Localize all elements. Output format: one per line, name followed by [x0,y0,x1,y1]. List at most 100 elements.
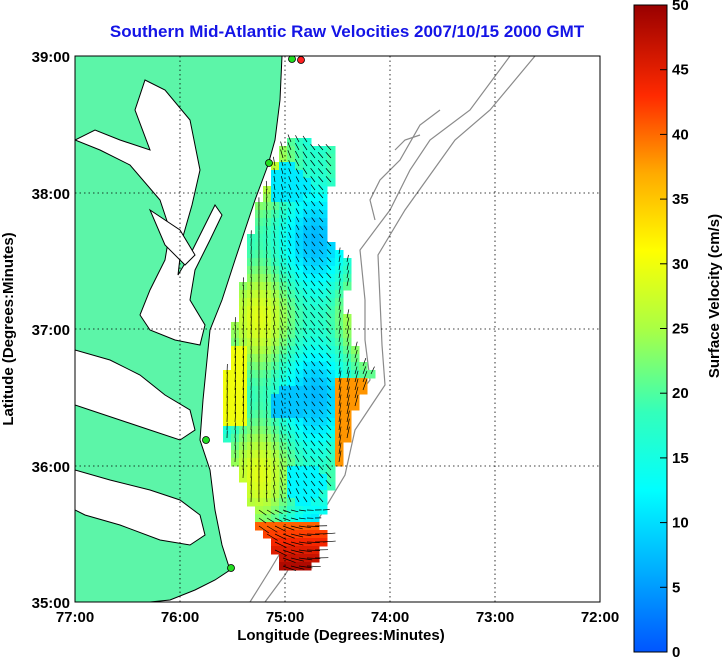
velocity-cell [271,474,280,483]
velocity-cell [319,154,328,163]
velocity-vector [281,400,284,407]
velocity-cell [271,338,280,347]
x-tick-label: 73:00 [476,609,514,626]
velocity-cell [263,290,272,299]
velocity-vector [325,344,332,351]
velocity-vector [296,384,300,391]
velocity-vector [273,197,276,207]
velocity-vector [346,378,350,391]
velocity-cell [319,186,328,195]
velocity-vector [295,150,300,159]
velocity-vector [265,316,268,327]
velocity-vector [287,302,292,311]
velocity-vector [317,160,324,167]
velocity-cell [279,346,288,355]
velocity-vector [234,403,237,415]
velocity-vector [318,280,324,287]
velocity-vector [317,312,324,319]
velocity-cell [279,250,288,259]
velocity-cell [311,450,320,459]
velocity-vector [288,223,292,231]
velocity-cell [279,162,288,171]
velocity-vector [318,265,324,271]
velocity-vector [295,256,300,263]
velocity-vector [338,410,342,423]
velocity-vector [311,393,316,399]
velocity-vector [362,358,367,367]
velocity-cell [279,186,288,195]
velocity-vector [302,344,308,351]
velocity-vector [265,180,268,191]
velocity-cell [295,146,304,155]
velocity-cell [271,226,280,235]
velocity-cell [335,370,344,379]
velocity-cell [295,410,304,419]
velocity-vector [338,342,341,351]
velocity-cell [279,418,288,427]
velocity-cell [327,298,336,307]
velocity-cell [311,378,320,387]
velocity-vector [288,160,292,167]
velocity-cell [303,402,312,411]
velocity-cell [279,194,288,203]
velocity-vector [310,192,316,199]
velocity-vector [310,488,316,495]
velocity-vector [302,135,308,143]
velocity-cell [303,386,312,395]
velocity-cell [295,178,304,187]
velocity-vector [325,463,332,471]
velocity-vector [303,416,308,423]
velocity-cell [319,466,328,475]
velocity-vector [354,386,359,399]
velocity-cell [319,298,328,307]
velocity-vector [303,176,308,183]
velocity-cell [287,218,296,227]
velocity-cell [279,154,288,163]
velocity-vector [319,233,324,239]
velocity-vector [234,317,236,327]
velocity-cell [295,458,304,467]
velocity-cell [303,258,312,267]
velocity-vector [288,375,292,383]
velocity-vector [295,240,300,247]
velocity-cell [335,322,344,331]
velocity-cell [263,434,272,443]
velocity-vector [273,292,276,303]
velocity-vector [311,369,316,375]
velocity-cell [279,146,288,155]
velocity-cell [303,146,312,155]
velocity-cell [303,338,312,347]
velocity-vector [346,402,350,415]
velocity-vector [303,368,308,375]
velocity-vector [338,367,341,375]
velocity-vector [322,532,336,535]
velocity-vector [265,205,268,215]
velocity-vector [362,366,367,375]
velocity-cell [319,290,328,299]
velocity-vector [287,334,292,343]
velocity-cell [279,266,288,275]
velocity-vector [303,208,308,215]
velocity-vector [317,320,324,327]
velocity-cell [287,474,296,483]
velocity-cell [327,370,336,379]
velocity-vector [295,199,300,207]
velocity-vector [273,262,276,271]
velocity-cell [279,210,288,219]
velocity-cell [287,298,296,307]
velocity-vector [287,286,292,295]
velocity-vector [287,318,292,327]
velocity-vector [317,152,324,159]
velocity-cell [319,354,328,363]
velocity-cell [295,490,304,499]
velocity-vector [303,241,308,247]
velocity-vector [280,183,284,191]
velocity-cell [279,338,288,347]
velocity-vector [338,426,342,439]
velocity-cell [303,394,312,403]
velocity-vector [242,339,245,351]
velocity-vector [280,285,284,295]
velocity-cell [327,146,336,155]
y-tick-label: 35:00 [32,595,70,612]
velocity-cell [279,290,288,299]
